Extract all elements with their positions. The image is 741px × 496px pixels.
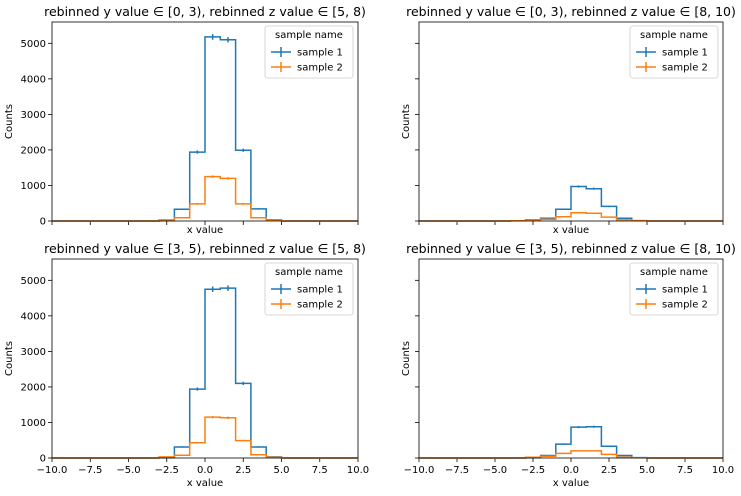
axes-frame bbox=[51, 258, 359, 459]
x-tick-label: 2.5 bbox=[601, 465, 617, 476]
legend: sample name sample 1 sample 2 bbox=[629, 262, 719, 316]
series-step-line bbox=[419, 212, 723, 222]
x-axis-label: x value bbox=[553, 225, 589, 236]
y-tick-label: 2000 bbox=[21, 382, 46, 393]
y-tick-label: 0 bbox=[40, 454, 46, 465]
x-tick-label: 0.0 bbox=[563, 465, 579, 476]
y-tick-label: 3000 bbox=[21, 347, 46, 358]
x-tick-label: −10.0 bbox=[37, 465, 68, 476]
x-tick-label: 10.0 bbox=[712, 465, 734, 476]
subplot-1: rebinned y value ∈ [0, 3), rebinned z va… bbox=[4, 4, 366, 236]
y-tick-label: 1000 bbox=[21, 418, 46, 429]
series-step-line bbox=[52, 416, 358, 459]
series-2 bbox=[52, 415, 358, 459]
subplot-title: rebinned y value ∈ [0, 3), rebinned z va… bbox=[44, 4, 366, 19]
x-tick-label: 7.5 bbox=[312, 465, 328, 476]
x-tick-label: −2.5 bbox=[155, 465, 179, 476]
x-tick-label: −10.0 bbox=[404, 465, 435, 476]
legend-entry: sample 2 bbox=[297, 300, 343, 311]
y-tick-label: 4000 bbox=[21, 311, 46, 322]
series-step-line bbox=[52, 175, 358, 222]
y-tick-label: 4000 bbox=[21, 74, 46, 85]
x-tick-label: 0.0 bbox=[197, 465, 213, 476]
x-tick-label: −7.5 bbox=[445, 465, 469, 476]
legend-frame bbox=[264, 25, 354, 79]
y-tick-label: 5000 bbox=[21, 276, 46, 287]
axes-frame bbox=[418, 21, 724, 222]
x-axis-label: x value bbox=[187, 478, 223, 489]
x-tick-label: −2.5 bbox=[521, 465, 545, 476]
x-tick-label: 5.0 bbox=[639, 465, 655, 476]
series-step-line bbox=[419, 450, 723, 459]
subplot-2: rebinned y value ∈ [0, 3), rebinned z va… bbox=[401, 4, 736, 236]
y-tick-label: 3000 bbox=[21, 110, 46, 121]
x-tick-label: 7.5 bbox=[677, 465, 693, 476]
legend: sample name sample 1 sample 2 bbox=[629, 25, 719, 79]
y-tick-label: 2000 bbox=[21, 145, 46, 156]
series-2 bbox=[419, 450, 723, 459]
x-tick-label: 10.0 bbox=[347, 465, 369, 476]
y-axis-label: Counts bbox=[401, 104, 412, 139]
legend-entry: sample 1 bbox=[297, 285, 343, 296]
x-axis-label: x value bbox=[187, 225, 223, 236]
legend-title: sample name bbox=[275, 267, 343, 278]
y-tick-label: 5000 bbox=[21, 39, 46, 50]
y-axis-label: Counts bbox=[4, 104, 15, 139]
legend-frame bbox=[629, 262, 719, 316]
legend-entry: sample 1 bbox=[297, 48, 343, 59]
legend-title: sample name bbox=[275, 30, 343, 41]
legend-entry: sample 1 bbox=[662, 48, 708, 59]
legend-entry: sample 2 bbox=[297, 63, 343, 74]
subplot-title: rebinned y value ∈ [3, 5), rebinned z va… bbox=[44, 241, 366, 256]
x-tick-label: −5.0 bbox=[483, 465, 507, 476]
series-2 bbox=[52, 175, 358, 222]
legend-frame bbox=[264, 262, 354, 316]
subplot-3: rebinned y value ∈ [3, 5), rebinned z va… bbox=[4, 241, 369, 489]
legend-entry: sample 2 bbox=[662, 63, 708, 74]
legend-entry: sample 1 bbox=[662, 285, 708, 296]
legend-entry: sample 2 bbox=[662, 300, 708, 311]
x-tick-label: 5.0 bbox=[274, 465, 290, 476]
y-tick-label: 0 bbox=[40, 217, 46, 228]
axes-frame bbox=[51, 21, 359, 222]
x-axis-label: x value bbox=[553, 478, 589, 489]
x-tick-label: −7.5 bbox=[78, 465, 102, 476]
y-axis-label: Counts bbox=[4, 341, 15, 376]
subplot-title: rebinned y value ∈ [3, 5), rebinned z va… bbox=[406, 241, 736, 256]
legend: sample name sample 1 sample 2 bbox=[264, 262, 354, 316]
x-tick-label: −5.0 bbox=[116, 465, 140, 476]
x-tick-label: 2.5 bbox=[235, 465, 251, 476]
legend-title: sample name bbox=[640, 267, 708, 278]
subplot-title: rebinned y value ∈ [0, 3), rebinned z va… bbox=[406, 4, 736, 19]
axes-frame bbox=[418, 258, 724, 459]
legend-title: sample name bbox=[640, 30, 708, 41]
y-tick-label: 1000 bbox=[21, 181, 46, 192]
legend: sample name sample 1 sample 2 bbox=[264, 25, 354, 79]
y-axis-label: Counts bbox=[401, 341, 412, 376]
legend-frame bbox=[629, 25, 719, 79]
subplot-4: rebinned y value ∈ [3, 5), rebinned z va… bbox=[401, 241, 736, 489]
series-2 bbox=[419, 212, 723, 222]
